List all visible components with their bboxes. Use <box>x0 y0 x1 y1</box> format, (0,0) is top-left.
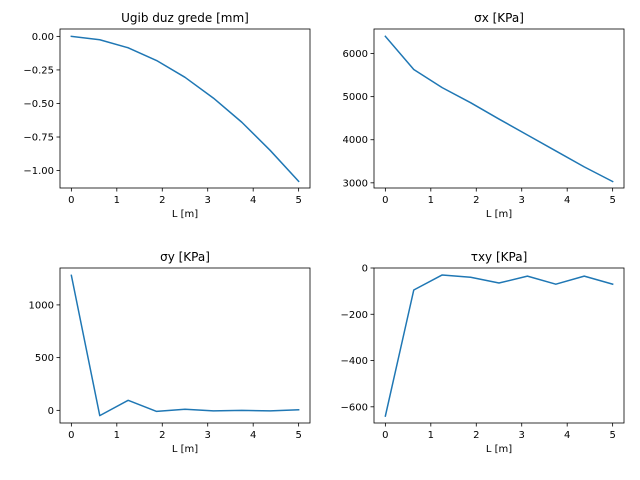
x-tick-label: 2 <box>159 430 165 441</box>
series-line <box>384 274 614 417</box>
x-axis-label: L [m] <box>172 444 198 455</box>
y-tick-label: 0.00 <box>32 32 54 43</box>
series-line <box>70 274 300 417</box>
y-tick-label: −0.50 <box>23 99 54 110</box>
x-tick-label: 5 <box>609 430 615 441</box>
x-tick-label: 3 <box>519 195 525 206</box>
y-tick-label: 0 <box>362 264 368 275</box>
x-tick-label: 5 <box>609 195 615 206</box>
subplot-1: Ugib duz grede [mm] 0 1 2 3 4 5 0.00 −0.25 −0.50 −… <box>23 11 311 220</box>
x-tick-label: 0 <box>68 430 74 441</box>
axes-frame <box>59 267 311 424</box>
x-tick-label: 2 <box>473 430 479 441</box>
x-tick-label: 1 <box>428 195 434 206</box>
x-axis-label: L [m] <box>486 209 512 220</box>
x-tick-label: 5 <box>295 195 301 206</box>
axes-frame <box>373 267 625 424</box>
x-tick-label: 4 <box>564 195 570 206</box>
series-line <box>384 35 614 183</box>
y-tick-label: 1000 <box>29 300 54 311</box>
y-tick-label: 3000 <box>343 178 368 189</box>
chart-title: Ugib duz grede [mm] <box>121 11 249 25</box>
x-tick-label: 4 <box>564 430 570 441</box>
y-tick-label: −600 <box>341 402 368 413</box>
x-tick-label: 4 <box>250 430 256 441</box>
x-axis-label: L [m] <box>172 209 198 220</box>
y-tick-label: 5000 <box>343 92 368 103</box>
y-tick-label: −200 <box>341 310 368 321</box>
chart-title: σy [KPa] <box>160 250 210 264</box>
x-tick-label: 3 <box>205 430 211 441</box>
y-tick-label: −1.00 <box>23 166 54 177</box>
x-tick-label: 2 <box>159 195 165 206</box>
x-tick-label: 0 <box>382 430 388 441</box>
x-axis-label: L [m] <box>486 444 512 455</box>
y-tick-label: 0 <box>48 406 54 417</box>
chart-title: τxy [KPa] <box>471 250 528 264</box>
x-tick-label: 1 <box>114 195 120 206</box>
y-tick-label: 6000 <box>343 49 368 60</box>
subplot-4: τxy [KPa] 0 1 2 3 4 5 0 −200 −400 −600 L [m] <box>341 250 625 455</box>
x-tick-label: 0 <box>68 195 74 206</box>
y-tick-label: −0.75 <box>23 133 54 144</box>
x-tick-label: 4 <box>250 195 256 206</box>
x-tick-label: 3 <box>519 430 525 441</box>
x-tick-label: 5 <box>295 430 301 441</box>
x-tick-label: 1 <box>114 430 120 441</box>
subplot-3: σy [KPa] 0 1 2 3 4 5 0 500 1000 L [m] <box>29 250 311 455</box>
x-tick-label: 3 <box>205 195 211 206</box>
axes-frame <box>373 28 625 189</box>
y-tick-label: −0.25 <box>23 65 54 76</box>
x-tick-label: 0 <box>382 195 388 206</box>
series-line <box>70 35 300 183</box>
x-tick-label: 1 <box>428 430 434 441</box>
subplot-2: σx [KPa] 0 1 2 3 4 5 3000 4000 5000 6000 L [m] <box>343 11 625 220</box>
y-tick-label: 4000 <box>343 135 368 146</box>
chart-title: σx [KPa] <box>474 11 524 25</box>
y-tick-label: 500 <box>35 353 54 364</box>
x-tick-label: 2 <box>473 195 479 206</box>
axes-frame <box>59 28 311 189</box>
subplot-grid: Ugib duz grede [mm] 0 1 2 3 4 5 0.00 −0.25 −0.50 −… <box>23 11 625 455</box>
y-tick-label: −400 <box>341 356 368 367</box>
